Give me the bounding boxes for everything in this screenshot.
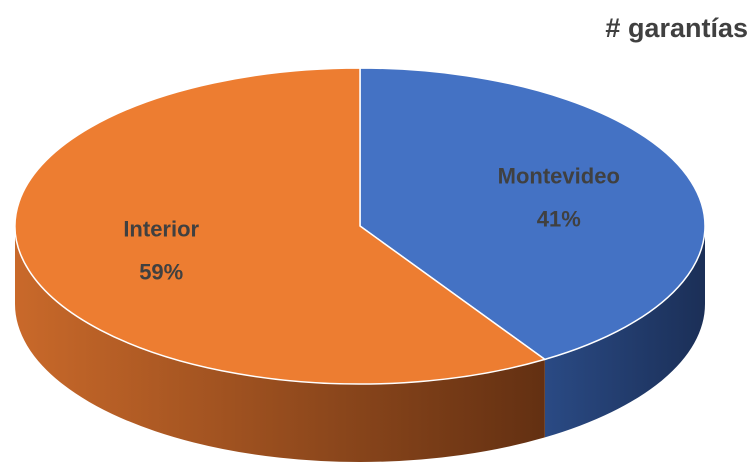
chart-title: # garantías [605, 13, 748, 43]
slice-side [544, 226, 705, 438]
slice [359, 67, 706, 361]
slice-label-value: 59% [139, 259, 183, 284]
slice-side [15, 226, 545, 462]
slice [14, 67, 547, 385]
slice-label-name: Montevideo [498, 163, 620, 188]
slice-label-name: Interior [123, 216, 199, 241]
slice-label-value: 41% [537, 206, 581, 231]
